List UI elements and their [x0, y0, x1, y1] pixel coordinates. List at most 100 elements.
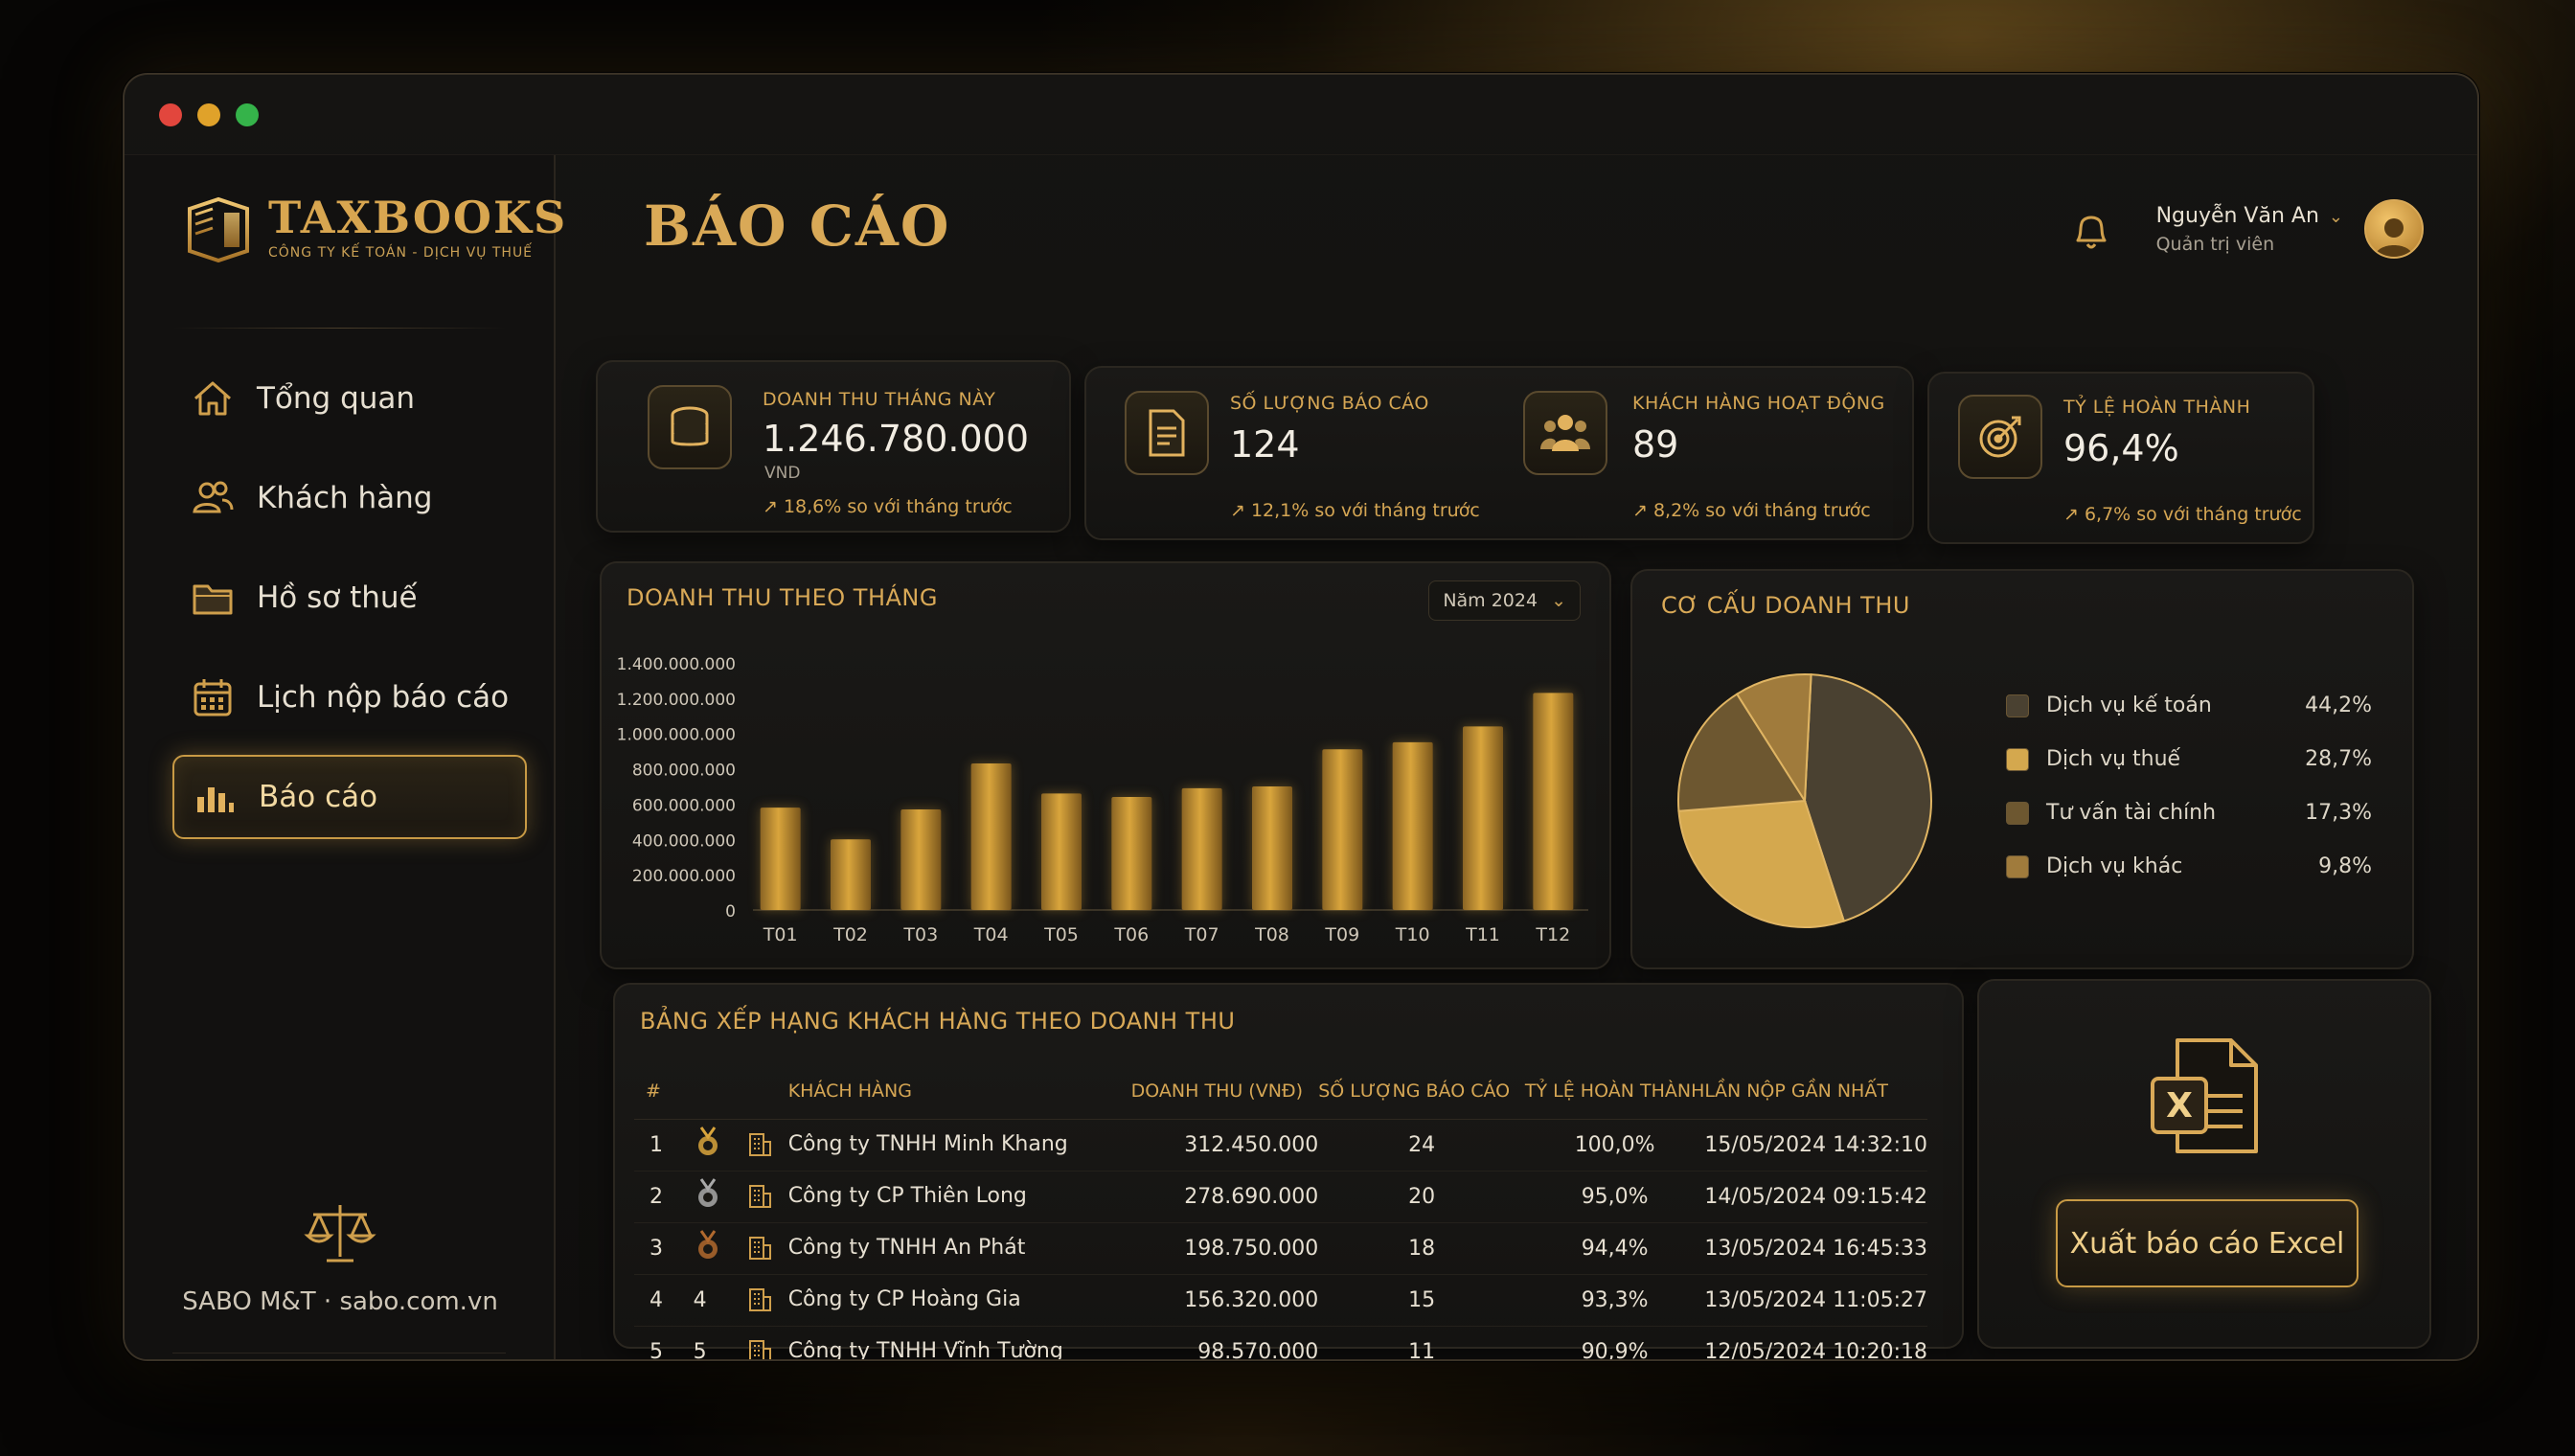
kpi-label: DOANH THU THÁNG NÀY [763, 389, 996, 410]
pie-slice[interactable] [1677, 693, 1807, 812]
table-row[interactable]: 4 4 Công ty CP Hoàng Gia 156.320.000 15 93,3%… [634, 1274, 1927, 1327]
avatar[interactable] [2364, 199, 2424, 259]
brand[interactable]: TAXBOOKS CÔNG TY KẾ TOÁN - DỊCH VỤ THUẾ [182, 193, 567, 262]
col-header-revenue[interactable]: DOANH THU (VNĐ) [1130, 1063, 1319, 1120]
sidebar-item-tax-files[interactable]: Hồ sơ thuế [172, 556, 527, 640]
calendar-icon [194, 679, 232, 717]
cell-no: 2 [634, 1171, 686, 1223]
table-row[interactable]: 1 Công ty TNHH Minh Khang 312.450.000 24 100… [634, 1119, 1927, 1172]
table-title: BẢNG XẾP HẠNG KHÁCH HÀNG THEO DOANH THU [640, 1008, 1236, 1035]
cell-last-submission: 15/05/2024 14:32:10 [1704, 1119, 1927, 1172]
bar-T06[interactable] [1111, 797, 1152, 910]
user-role: Quản trị viên [2155, 233, 2275, 255]
cell-last-submission: 14/05/2024 09:15:42 [1704, 1171, 1927, 1223]
medal-icon [697, 1178, 718, 1207]
sidebar-footer: SABO M&T · sabo.com.vn [125, 1199, 556, 1316]
bar-T01[interactable] [760, 808, 801, 910]
app-window: TAXBOOKS CÔNG TY KẾ TOÁN - DỊCH VỤ THUẾ … [123, 73, 2479, 1361]
cell-rate: 95,0% [1524, 1171, 1705, 1223]
legend-item[interactable]: Dịch vụ khác 9,8% [2006, 854, 2372, 878]
col-header-customer[interactable]: KHÁCH HÀNG [745, 1063, 1131, 1120]
customer-name[interactable]: Công ty CP Hoàng Gia [787, 1287, 1021, 1311]
y-tick-label: 0 [725, 902, 736, 921]
bar-T04[interactable] [970, 763, 1012, 910]
x-tick-label: T09 [1324, 924, 1359, 945]
legend-value: 28,7% [2305, 747, 2372, 771]
cell-rank: 5 [685, 1326, 746, 1359]
cell-reports: 20 [1318, 1171, 1525, 1223]
col-header-rate[interactable]: TỶ LỆ HOÀN THÀNH [1524, 1063, 1705, 1120]
bar-T02[interactable] [831, 839, 871, 910]
bar-T03[interactable] [900, 808, 942, 910]
bar-T11[interactable] [1463, 726, 1503, 910]
legend-label: Dịch vụ kế toán [2046, 694, 2212, 717]
kpi-label: TỶ LỆ HOÀN THÀNH [2063, 397, 2251, 418]
bar-T09[interactable] [1322, 749, 1363, 910]
sidebar-item-filing-calendar[interactable]: Lịch nộp báo cáo [172, 655, 527, 739]
customer-name[interactable]: Công ty TNHH An Phát [787, 1236, 1026, 1260]
x-tick-label: T04 [973, 924, 1009, 945]
y-tick-label: 200.000.000 [632, 867, 736, 886]
cell-reports: 24 [1318, 1119, 1525, 1172]
customer-name[interactable]: Công ty TNHH Minh Khang [787, 1132, 1068, 1156]
kpi-delta: ↗ 12,1% so với tháng trước [1230, 500, 1480, 521]
close-window-button[interactable] [159, 103, 182, 126]
export-excel-button[interactable]: Xuất báo cáo Excel [2056, 1199, 2359, 1287]
pie-slice[interactable] [1677, 799, 1846, 928]
bar-T05[interactable] [1041, 793, 1082, 910]
bar-T07[interactable] [1181, 787, 1222, 910]
cell-customer: Công ty CP Thiên Long [745, 1171, 1131, 1223]
cell-last-submission: 12/05/2024 10:20:18 [1704, 1326, 1927, 1359]
table-row[interactable]: 5 5 Công ty TNHH Vĩnh Tường 98.570.000 11 90,… [634, 1326, 1927, 1361]
cell-customer: Công ty TNHH Vĩnh Tường [745, 1326, 1131, 1361]
pie-slice[interactable] [1803, 673, 1932, 922]
cell-revenue: 198.750.000 [1130, 1222, 1319, 1275]
building-icon [748, 1237, 771, 1260]
brand-name: TAXBOOKS [268, 192, 568, 243]
revenue-chart-card: DOANH THU THEO THÁNG Năm 2024 ⌄ 0 200.000… [600, 561, 1611, 969]
user-name: Nguyễn Văn An [2155, 203, 2319, 228]
maximize-window-button[interactable] [236, 103, 259, 126]
customer-name[interactable]: Công ty TNHH Vĩnh Tường [787, 1339, 1063, 1361]
cell-no: 3 [634, 1222, 686, 1275]
table-row[interactable]: 3 Công ty TNHH An Phát 198.750.000 18 94,4% 1… [634, 1222, 1927, 1275]
x-tick-label: T03 [902, 924, 938, 945]
col-header-reports[interactable]: SỐ LƯỢNG BÁO CÁO [1318, 1063, 1525, 1120]
x-tick-label: T01 [763, 924, 798, 945]
x-tick-label: T11 [1465, 924, 1500, 945]
x-tick-label: T02 [832, 924, 868, 945]
ranking-table: # KHÁCH HÀNG DOANH THU (VNĐ) SỐ LƯỢNG BÁ… [634, 1063, 1927, 1361]
building-icon [748, 1185, 771, 1208]
legend-item[interactable]: Dịch vụ kế toán 44,2% [2006, 694, 2372, 717]
year-select[interactable]: Năm 2024 ⌄ [1428, 580, 1581, 621]
sidebar-item-reports[interactable]: Báo cáo [172, 755, 527, 839]
pie-slice[interactable] [1735, 673, 1812, 805]
users-icon [193, 481, 234, 513]
folder-icon [193, 584, 233, 615]
table-header-row: # KHÁCH HÀNG DOANH THU (VNĐ) SỐ LƯỢNG BÁ… [634, 1063, 1927, 1120]
cell-rate: 93,3% [1524, 1274, 1705, 1327]
sidebar-item-overview[interactable]: Tổng quan [172, 356, 527, 441]
bar-T10[interactable] [1392, 741, 1433, 910]
cell-reports: 11 [1318, 1326, 1525, 1359]
minimize-window-button[interactable] [197, 103, 220, 126]
col-header-last-submission[interactable]: LẦN NỘP GẦN NHẤT [1704, 1063, 1927, 1120]
table-row[interactable]: 2 Công ty CP Thiên Long 278.690.000 20 95,0%… [634, 1171, 1927, 1223]
legend-value: 9,8% [2318, 854, 2372, 878]
bar-T12[interactable] [1533, 693, 1574, 910]
y-tick-label: 400.000.000 [632, 831, 736, 851]
bar-T08[interactable] [1252, 786, 1292, 910]
cell-customer: Công ty TNHH Minh Khang [745, 1119, 1131, 1172]
legend-item[interactable]: Tư vấn tài chính 17,3% [2006, 801, 2372, 825]
sidebar-item-customers[interactable]: Khách hàng [172, 456, 527, 540]
bell-icon[interactable] [2070, 206, 2112, 252]
user-info[interactable]: Nguyễn Văn An ⌄ Quản trị viên [2156, 204, 2343, 255]
sidebar-item-label: Báo cáo [259, 780, 378, 814]
customer-name[interactable]: Công ty CP Thiên Long [787, 1184, 1027, 1208]
cell-no: 5 [634, 1326, 686, 1359]
kpi-delta: ↗ 8,2% so với tháng trước [1632, 500, 1871, 521]
legend-item[interactable]: Dịch vụ thuế 28,7% [2006, 747, 2372, 771]
user-menu[interactable]: Nguyễn Văn An ⌄ Quản trị viên [2070, 199, 2424, 259]
cell-rate: 94,4% [1524, 1222, 1705, 1275]
kpi-value: 1.246.780.000 [763, 418, 1030, 460]
